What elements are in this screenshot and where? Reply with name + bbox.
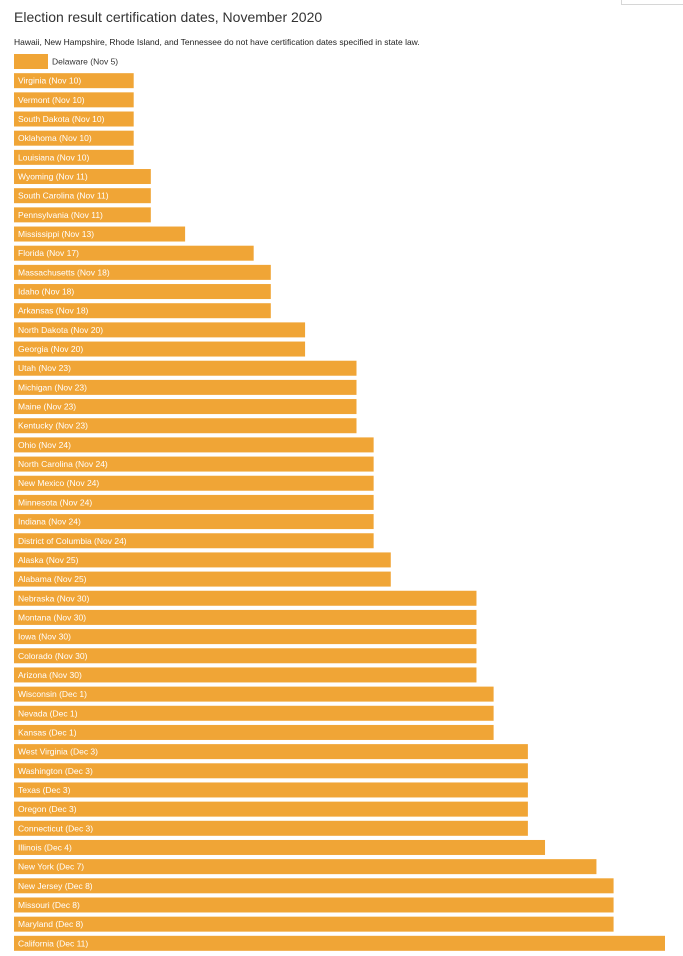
bar: [14, 322, 306, 338]
bar: [14, 341, 306, 357]
bar: [14, 475, 374, 491]
bar-label: Louisiana (Nov 10): [18, 152, 90, 162]
bar: [14, 399, 357, 415]
bar: [14, 571, 391, 587]
bar: [14, 92, 134, 108]
bar-label: Georgia (Nov 20): [18, 344, 83, 354]
bar-label: Mississippi (Nov 13): [18, 229, 94, 239]
bar: [14, 801, 528, 817]
bar: [14, 54, 48, 69]
bar-label: Maine (Nov 23): [18, 402, 76, 412]
bar-label: Michigan (Nov 23): [18, 382, 87, 392]
bar-label: Kansas (Dec 1): [18, 727, 77, 737]
bar: [14, 629, 477, 645]
bar-label: Illinois (Dec 4): [18, 842, 72, 852]
bar-label: Idaho (Nov 18): [18, 287, 74, 297]
bar: [14, 533, 374, 549]
bar: [14, 284, 271, 300]
bar-label: Indiana (Nov 24): [18, 517, 81, 527]
bar: [14, 169, 151, 185]
bar: [14, 705, 494, 721]
bar: [14, 111, 134, 127]
bar-label: Alabama (Nov 25): [18, 574, 87, 584]
bar-label: Delaware (Nov 5): [52, 57, 118, 67]
bar: [14, 916, 614, 932]
bar: [14, 782, 528, 798]
bar: [14, 686, 494, 702]
bar-label: Pennsylvania (Nov 11): [18, 210, 103, 220]
bar-label: Florida (Nov 17): [18, 248, 79, 258]
bar: [14, 839, 546, 855]
bar: [14, 897, 614, 913]
bar-label: Montana (Nov 30): [18, 612, 86, 622]
bar: [14, 379, 357, 395]
bar: [14, 130, 134, 146]
bar-label: Texas (Dec 3): [18, 785, 71, 795]
corner-frame: [621, 0, 683, 5]
bar: [14, 744, 528, 760]
bar-label: Massachusetts (Nov 18): [18, 267, 110, 277]
bar: [14, 763, 528, 779]
bar-label: North Dakota (Nov 20): [18, 325, 103, 335]
bar-label: Vermont (Nov 10): [18, 95, 85, 105]
bar: [14, 437, 374, 453]
bar-label: Colorado (Nov 30): [18, 651, 88, 661]
bar: [14, 935, 665, 951]
bar-label: District of Columbia (Nov 24): [18, 536, 127, 546]
bar-label: Connecticut (Dec 3): [18, 823, 93, 833]
bar: [14, 724, 494, 740]
bar-label: New Jersey (Dec 8): [18, 881, 93, 891]
bars-group: Delaware (Nov 5) Virginia (Nov 10) Vermont…: [14, 54, 665, 951]
bar-label: Wisconsin (Dec 1): [18, 689, 87, 699]
bar-label: Nevada (Dec 1): [18, 708, 78, 718]
bar: [14, 552, 391, 568]
bar-label: Maryland (Dec 8): [18, 919, 83, 929]
bar: [14, 456, 374, 472]
bar: [14, 820, 528, 836]
bar-label: Utah (Nov 23): [18, 363, 71, 373]
chart-subtitle: Hawaii, New Hampshire, Rhode Island, and…: [14, 37, 420, 47]
bar: [14, 514, 374, 530]
bar: [14, 494, 374, 510]
chart-title: Election result certification dates, Nov…: [14, 9, 323, 25]
bar-label: Virginia (Nov 10): [18, 76, 81, 86]
bar-label: New York (Dec 7): [18, 862, 84, 872]
bar: [14, 149, 134, 165]
bar: [14, 303, 271, 319]
bar: [14, 590, 477, 606]
bar: [14, 648, 477, 664]
bar-label: California (Dec 11): [18, 938, 88, 948]
bar: [14, 609, 477, 625]
bar-label: Alaska (Nov 25): [18, 555, 79, 565]
bar: [14, 418, 357, 434]
bar: [14, 73, 134, 89]
bar: [14, 207, 151, 223]
bar: [14, 226, 186, 242]
bar-label: South Dakota (Nov 10): [18, 114, 105, 124]
bar-label: Minnesota (Nov 24): [18, 497, 92, 507]
bar-label: New Mexico (Nov 24): [18, 478, 99, 488]
bar-label: Nebraska (Nov 30): [18, 593, 90, 603]
bar-label: West Virginia (Dec 3): [18, 747, 98, 757]
bar-label: Ohio (Nov 24): [18, 440, 71, 450]
bar: [14, 667, 477, 683]
bar-label: Arkansas (Nov 18): [18, 306, 89, 316]
bar-label: Oklahoma (Nov 10): [18, 133, 92, 143]
bar-label: Missouri (Dec 8): [18, 900, 80, 910]
bar-label: Kentucky (Nov 23): [18, 421, 88, 431]
bar: [14, 188, 151, 204]
bar: [14, 245, 254, 261]
bar-label: Wyoming (Nov 11): [18, 172, 88, 182]
bar: [14, 264, 271, 280]
bar: [14, 859, 597, 875]
bar: [14, 360, 357, 376]
bar-label: North Carolina (Nov 24): [18, 459, 108, 469]
bar-label: Oregon (Dec 3): [18, 804, 77, 814]
bar-label: Iowa (Nov 30): [18, 632, 71, 642]
bar: [14, 878, 614, 894]
bar-label: South Carolina (Nov 11): [18, 191, 109, 201]
bar-label: Washington (Dec 3): [18, 766, 93, 776]
bar-label: Arizona (Nov 30): [18, 670, 82, 680]
